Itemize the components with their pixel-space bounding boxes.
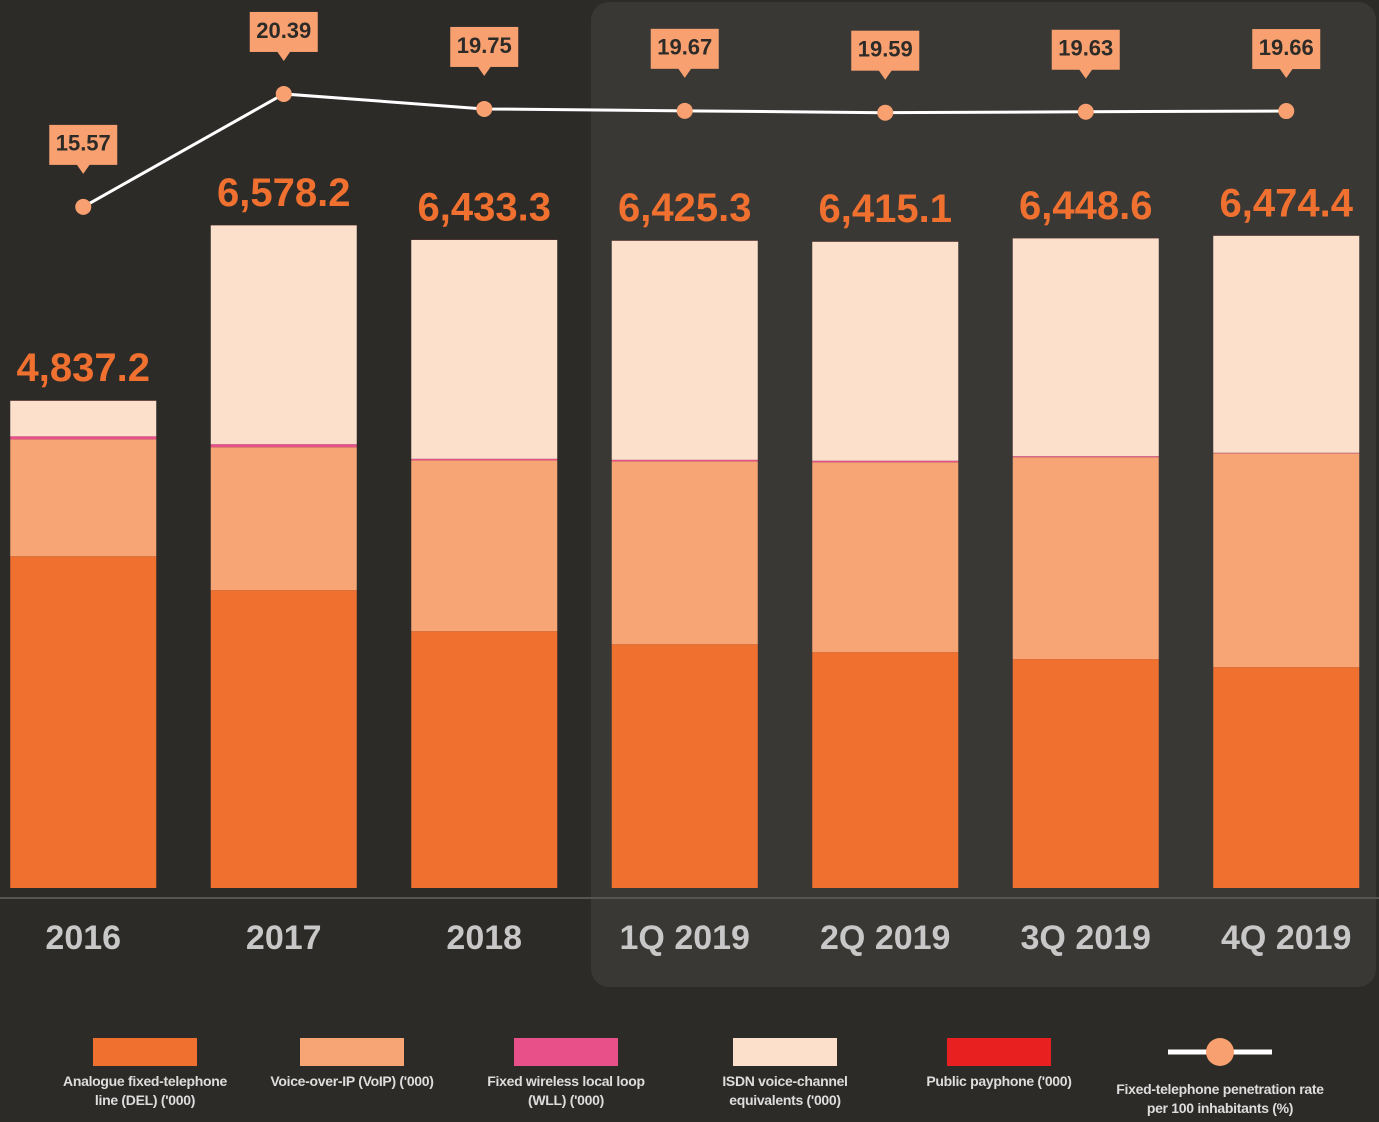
legend-swatch: [514, 1038, 618, 1066]
x-tick-label: 4Q 2019: [1221, 919, 1351, 957]
x-tick-label: 2017: [246, 919, 322, 957]
legend-label: Fixed-telephone penetration rate per 100…: [1116, 1081, 1324, 1116]
bar-segment: [1213, 453, 1360, 668]
legend-swatch: [733, 1038, 837, 1066]
bar-segment: [1012, 457, 1159, 660]
bar-segment: [611, 240, 758, 460]
total-label: 6,474.4: [1220, 181, 1354, 225]
legend-marker: [1206, 1038, 1234, 1066]
bar-segment: [10, 439, 157, 557]
callout-box: [851, 30, 920, 71]
bar-segment: [1213, 235, 1360, 453]
line-marker: [1077, 103, 1094, 120]
line-marker: [1278, 103, 1295, 120]
bar-segment: [210, 444, 357, 448]
bar-segment: [1012, 238, 1159, 457]
legend-label: Public payphone ('000): [926, 1073, 1072, 1089]
callout-tail: [477, 65, 492, 76]
bar-segment: [1012, 659, 1159, 888]
x-tick-label: 2018: [446, 919, 522, 957]
bar-segment: [611, 459, 758, 462]
line-marker: [476, 100, 493, 117]
bar-segment: [10, 556, 157, 888]
legend-label: ISDN voice-channel equivalents ('000): [722, 1073, 848, 1108]
callout-tail: [1078, 68, 1093, 79]
highlight-panel: [591, 2, 1376, 987]
line-marker: [877, 104, 894, 121]
callout-box: [650, 28, 719, 69]
x-tick-label: 2Q 2019: [820, 919, 950, 957]
callout-box: [49, 124, 118, 165]
point-label: 19.66: [1259, 35, 1314, 60]
bar-segment: [812, 460, 959, 463]
line-marker: [75, 198, 92, 215]
bar-segment: [210, 590, 357, 888]
bar-segment: [812, 652, 959, 888]
bar-segment: [210, 225, 357, 445]
bar-segment: [1012, 456, 1159, 458]
point-label: 19.75: [457, 33, 512, 58]
callout-tail: [878, 69, 893, 80]
bar-segment: [411, 460, 558, 632]
callout-box: [450, 26, 519, 67]
point-label: 19.63: [1058, 36, 1113, 61]
line-marker: [676, 102, 693, 119]
callout-box: [1252, 29, 1321, 70]
bar-segment: [611, 644, 758, 888]
bar-segment: [10, 400, 157, 437]
bar-segment: [10, 436, 157, 440]
legend-swatch: [300, 1038, 404, 1066]
bar-segment: [611, 461, 758, 645]
point-label: 19.67: [657, 35, 712, 60]
callout-tail: [1279, 68, 1294, 79]
callout-tail: [276, 50, 291, 61]
bar-segment: [812, 462, 959, 653]
legend-swatch: [93, 1038, 197, 1066]
bar-segment: [210, 447, 357, 591]
callout-tail: [76, 163, 91, 174]
point-label: 19.59: [858, 37, 913, 62]
bar-segment: [1213, 667, 1360, 888]
legend-label: Voice-over-IP (VoIP) ('000): [270, 1073, 434, 1089]
x-tick-label: 3Q 2019: [1021, 919, 1151, 957]
point-label: 15.57: [56, 131, 111, 156]
bar-segment: [411, 239, 558, 459]
total-label: 6,578.2: [217, 171, 350, 215]
legend-swatch: [947, 1038, 1051, 1066]
total-label: 6,433.3: [418, 185, 551, 229]
bar-segment: [411, 631, 558, 888]
total-label: 4,837.2: [17, 346, 150, 390]
total-label: 6,448.6: [1019, 184, 1152, 228]
total-label: 6,425.3: [618, 186, 751, 230]
legend-label: Analogue fixed-telephone line (DEL) ('00…: [63, 1073, 227, 1108]
x-tick-label: 1Q 2019: [620, 919, 750, 957]
x-tick-label: 2016: [45, 919, 121, 957]
legend-label: Fixed wireless local loop (WLL) ('000): [487, 1073, 645, 1108]
line-marker: [275, 85, 292, 102]
callout-tail: [677, 67, 692, 78]
total-label: 6,415.1: [819, 187, 952, 231]
point-label: 20.39: [256, 18, 311, 43]
bar-segment: [812, 241, 959, 461]
bar-segment: [1213, 452, 1360, 454]
callout-box: [1051, 29, 1120, 70]
callout-box: [249, 11, 318, 52]
bar-segment: [411, 458, 558, 461]
